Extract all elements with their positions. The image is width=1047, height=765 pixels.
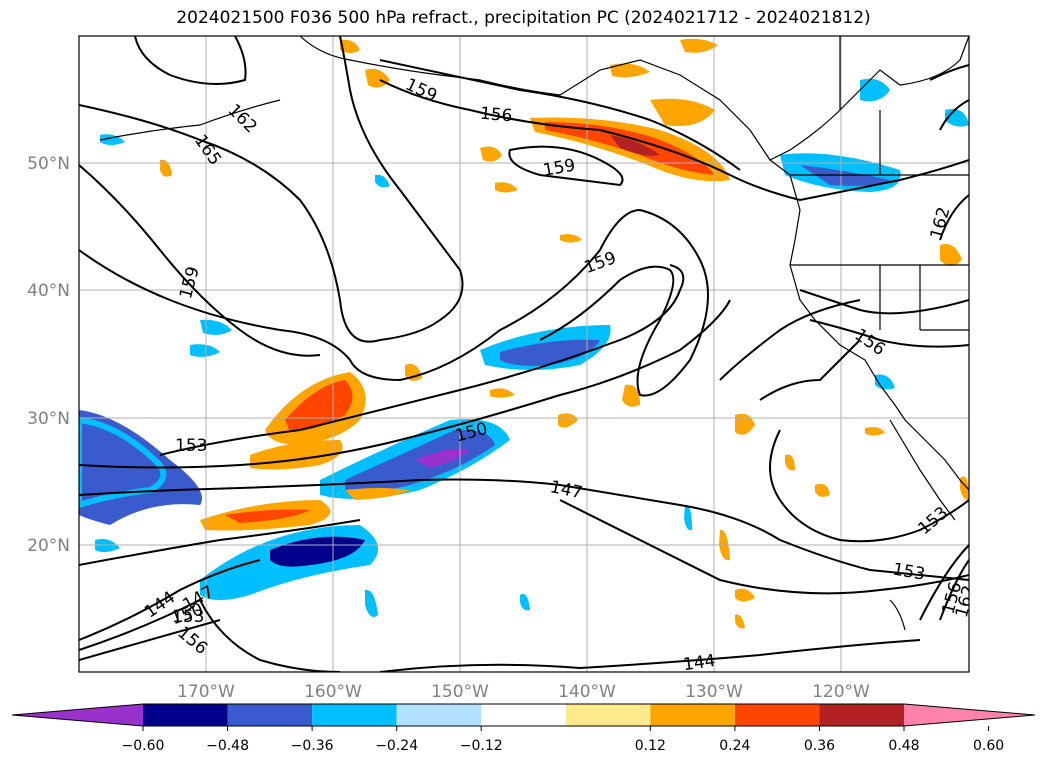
colorbar-tick-label: 0.60 <box>973 738 1004 754</box>
colorbar-extend-min <box>12 704 143 726</box>
colorbar: −0.60 −0.48 −0.36 −0.24 −0.12 0.12 0.24 0.36 0.4… <box>11 703 1036 754</box>
colorbar-segment <box>819 704 904 726</box>
colorbar-segment <box>143 704 228 726</box>
colorbar-tick-label: −0.24 <box>375 738 418 754</box>
colorbar-tick-label: 0.24 <box>719 738 750 754</box>
contour-label: 153 <box>172 607 204 627</box>
lon-label: 130°W <box>685 682 743 702</box>
map-frame <box>78 35 970 673</box>
colorbar-segment <box>650 704 735 726</box>
latitude-labels: 50°N 40°N 30°N 20°N <box>27 154 70 556</box>
map-title: 2024021500 F036 500 hPa refract., precip… <box>176 8 871 28</box>
lon-label: 140°W <box>558 682 616 702</box>
colorbar-segment <box>227 704 313 726</box>
colorbar-segment <box>396 704 482 726</box>
contour-label: 156 <box>479 104 513 127</box>
colorbar-tick-label: 0.12 <box>635 738 666 754</box>
lat-label: 30°N <box>27 409 70 429</box>
coastlines <box>99 36 969 631</box>
contours <box>79 36 969 672</box>
lon-label: 150°W <box>431 682 489 702</box>
colorbar-segment <box>481 704 566 726</box>
colorbar-tick-label: −0.36 <box>291 738 334 754</box>
colorbar-segment <box>565 704 651 726</box>
lon-label: 170°W <box>177 682 235 702</box>
lon-label: 160°W <box>304 682 362 702</box>
lon-label: 120°W <box>812 682 870 702</box>
colorbar-tick-label: −0.48 <box>206 738 249 754</box>
colorbar-tick-label: −0.12 <box>460 738 503 754</box>
lat-label: 50°N <box>27 154 70 174</box>
lat-label: 20°N <box>27 536 70 556</box>
contour-label: 144 <box>682 651 717 675</box>
lat-label: 40°N <box>27 281 70 301</box>
graticule <box>79 36 969 672</box>
longitude-labels: 170°W 160°W 150°W 140°W 130°W 120°W <box>177 682 870 702</box>
colorbar-tick-label: 0.48 <box>888 738 919 754</box>
colorbar-tick-label: 0.36 <box>804 738 835 754</box>
colorbar-segment <box>312 704 397 726</box>
contour-label: 153 <box>175 436 207 456</box>
precip-fields <box>79 38 969 629</box>
colorbar-segment <box>734 704 820 726</box>
colorbar-extend-max <box>904 704 1035 726</box>
colorbar-tick-label: −0.60 <box>122 738 165 754</box>
